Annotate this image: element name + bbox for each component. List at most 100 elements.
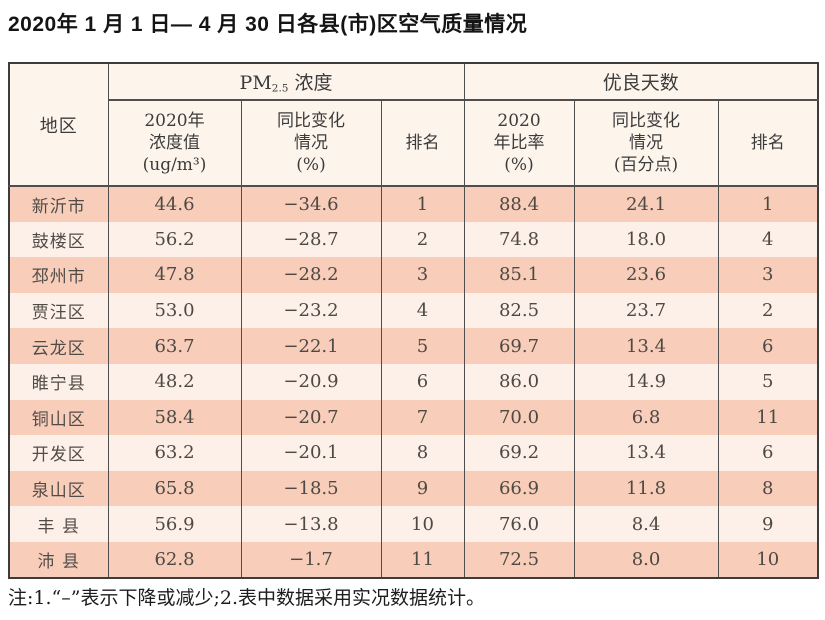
cell-pm-value: 63.7	[107, 328, 242, 364]
cell-gd-rate: 69.2	[463, 435, 575, 471]
col-group-good-days: 优良天数	[463, 63, 819, 101]
cell-pm-change: −28.2	[240, 257, 382, 293]
cell-gd-rank: 1	[717, 186, 819, 222]
cell-pm-rank: 1	[380, 186, 465, 222]
cell-pm-change: −23.2	[240, 292, 382, 329]
cell-pm-rank: 9	[380, 470, 465, 507]
cell-gd-rank: 3	[717, 257, 819, 293]
cell-pm-value: 48.2	[107, 363, 242, 400]
cell-gd-rate: 88.4	[463, 186, 575, 222]
cell-gd-rate: 70.0	[463, 399, 575, 436]
cell-gd-rate: 66.9	[463, 470, 575, 507]
cell-pm-rank: 4	[380, 292, 465, 329]
cell-gd-rank: 8	[717, 470, 819, 507]
cell-region: 沛 县	[8, 541, 109, 578]
col-header-gd-change: 同比变化 情况 (百分点)	[573, 100, 719, 187]
cell-region: 睢宁县	[8, 363, 109, 400]
table-row: 睢宁县 48.2 −20.9 6 86.0 14.9 5	[8, 363, 819, 400]
cell-pm-rank: 7	[380, 399, 465, 436]
table-row: 泉山区 65.8 −18.5 9 66.9 11.8 8	[8, 470, 819, 507]
cell-region: 泉山区	[8, 470, 109, 507]
cell-region: 邳州市	[8, 257, 109, 293]
cell-pm-value: 56.9	[107, 506, 242, 542]
col-group-pm25: PM2.5 浓度	[107, 63, 465, 101]
cell-pm-rank: 6	[380, 363, 465, 400]
cell-pm-change: −28.7	[240, 221, 382, 258]
pm25-subscript: 2.5	[271, 82, 289, 95]
cell-region: 贾汪区	[8, 292, 109, 329]
cell-pm-change: −20.9	[240, 363, 382, 400]
header-row-groups: 地区 PM2.5 浓度 优良天数	[8, 63, 819, 187]
table-row: 邳州市 47.8 −28.2 3 85.1 23.6 3	[8, 257, 819, 293]
cell-region: 铜山区	[8, 399, 109, 436]
cell-gd-change: 13.4	[573, 435, 719, 471]
cell-gd-rate: 72.5	[463, 541, 575, 578]
cell-gd-change: 6.8	[573, 399, 719, 436]
cell-gd-rank: 2	[717, 292, 819, 329]
col-header-gd-rate: 2020 年比率 (%)	[463, 100, 575, 187]
cell-gd-rank: 9	[717, 506, 819, 542]
cell-gd-change: 8.0	[573, 541, 719, 578]
cell-gd-change: 18.0	[573, 221, 719, 258]
cell-gd-rate: 69.7	[463, 328, 575, 364]
table-row: 新沂市 44.6 −34.6 1 88.4 24.1 1	[8, 186, 819, 222]
cell-pm-change: −18.5	[240, 470, 382, 507]
cell-pm-rank: 10	[380, 506, 465, 542]
header-row-columns: 2020年 浓度值 (ug/m³) 同比变化 情况 (%) 排名 2020 年比…	[9, 100, 819, 187]
cell-gd-rate: 76.0	[463, 506, 575, 542]
cell-pm-rank: 11	[380, 541, 465, 578]
cell-pm-value: 44.6	[107, 186, 242, 222]
table-row: 鼓楼区 56.2 −28.7 2 74.8 18.0 4	[8, 221, 819, 258]
cell-gd-change: 23.7	[573, 292, 719, 329]
air-quality-table: 地区 PM2.5 浓度 优良天数 2020年 浓度值 (ug/m³) 同比变化 …	[8, 62, 820, 579]
cell-pm-value: 62.8	[107, 541, 242, 578]
col-header-gd-rank: 排名	[717, 100, 819, 187]
cell-gd-rank: 10	[717, 541, 819, 578]
table-row: 云龙区 63.7 −22.1 5 69.7 13.4 6	[8, 328, 819, 364]
cell-pm-change: −1.7	[240, 541, 382, 578]
cell-pm-rank: 2	[380, 221, 465, 258]
cell-gd-change: 23.6	[573, 257, 719, 293]
table-row: 贾汪区 53.0 −23.2 4 82.5 23.7 2	[8, 292, 819, 329]
cell-pm-value: 63.2	[107, 435, 242, 471]
cell-pm-value: 56.2	[107, 221, 242, 258]
cell-pm-value: 65.8	[107, 470, 242, 507]
table-row: 铜山区 58.4 −20.7 7 70.0 6.8 11	[8, 399, 819, 436]
cell-gd-rank: 6	[717, 435, 819, 471]
cell-pm-value: 58.4	[107, 399, 242, 436]
cell-pm-change: −13.8	[240, 506, 382, 542]
cell-gd-change: 13.4	[573, 328, 719, 364]
cell-gd-rate: 82.5	[463, 292, 575, 329]
table-row: 丰 县 56.9 −13.8 10 76.0 8.4 9	[8, 506, 819, 542]
cell-gd-rank: 4	[717, 221, 819, 258]
cell-pm-change: −20.1	[240, 435, 382, 471]
cell-gd-rate: 85.1	[463, 257, 575, 293]
cell-pm-rank: 3	[380, 257, 465, 293]
cell-region: 丰 县	[8, 506, 109, 542]
col-header-pm-value: 2020年 浓度值 (ug/m³)	[107, 100, 242, 187]
footnote: 注:1.“–”表示下降或减少;2.表中数据采用实况数据统计。	[8, 587, 485, 609]
cell-gd-rate: 86.0	[463, 363, 575, 400]
table-row: 开发区 63.2 −20.1 8 69.2 13.4 6	[8, 435, 819, 471]
cell-gd-rank: 6	[717, 328, 819, 364]
cell-region: 开发区	[8, 435, 109, 471]
cell-gd-rank: 5	[717, 363, 819, 400]
cell-gd-change: 24.1	[573, 186, 719, 222]
page-title: 2020年 1 月 1 日— 4 月 30 日各县(市)区空气质量情况	[8, 13, 528, 36]
cell-gd-change: 8.4	[573, 506, 719, 542]
cell-pm-rank: 8	[380, 435, 465, 471]
cell-region: 鼓楼区	[8, 221, 109, 258]
cell-gd-rate: 74.8	[463, 221, 575, 258]
cell-pm-change: −34.6	[240, 186, 382, 222]
cell-gd-change: 11.8	[573, 470, 719, 507]
cell-gd-rank: 11	[717, 399, 819, 436]
cell-pm-value: 47.8	[107, 257, 242, 293]
cell-pm-rank: 5	[380, 328, 465, 364]
cell-pm-value: 53.0	[107, 292, 242, 329]
col-header-pm-change: 同比变化 情况 (%)	[240, 100, 382, 187]
cell-gd-change: 14.9	[573, 363, 719, 400]
pm25-prefix: PM	[239, 72, 272, 94]
pm25-suffix: 浓度	[288, 72, 333, 94]
cell-pm-change: −22.1	[240, 328, 382, 364]
